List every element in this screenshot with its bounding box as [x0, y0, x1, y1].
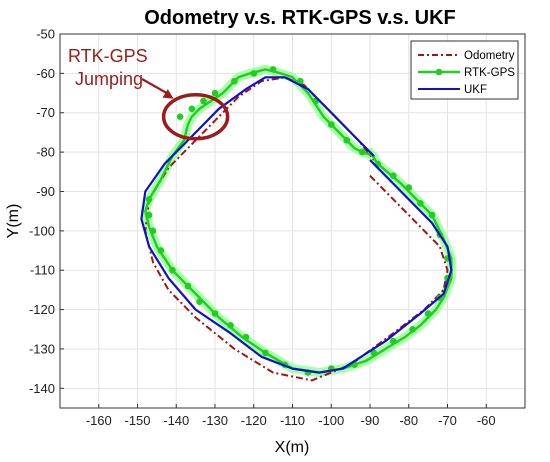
- rtk-gps-point-5: [328, 121, 335, 128]
- y-tick-labels: -50 -60 -70 -80 -90 -100 -110 -120 -130 -140: [29, 27, 55, 396]
- rtk-gps-point-9: [390, 172, 397, 179]
- x-tick-label-10: -60: [477, 413, 496, 428]
- y-tick-label-7: -120: [29, 302, 55, 317]
- y-tick-label-9: -140: [29, 381, 55, 396]
- legend-rtk-label: RTK-GPS: [464, 67, 515, 79]
- annotation-line-2: Jumping: [75, 69, 143, 89]
- x-axis-label: X(m): [275, 439, 310, 456]
- series-layer: [140, 64, 456, 382]
- rtk-gps-point-38: [200, 97, 207, 105]
- annotation: RTK-GPS Jumping: [68, 46, 230, 141]
- y-tick-label-8: -130: [29, 341, 55, 356]
- rtk-gps-point-3: [297, 77, 304, 85]
- x-tick-label-7: -90: [361, 413, 380, 428]
- rtk-gps-point-25: [262, 349, 269, 357]
- rtk-gps-point-28: [211, 310, 219, 317]
- rtk-gps-point-37: [188, 105, 196, 113]
- y-tick-label-4: -90: [36, 184, 55, 199]
- plot-frame: [59, 33, 526, 409]
- rtk-gps-point-34: [145, 211, 153, 219]
- rtk-gps-point-27: [227, 322, 234, 329]
- rtk-gps-point-26: [242, 333, 250, 341]
- rtk-gps-point-6: [343, 137, 351, 144]
- legend-odometry-label: Odometry: [464, 50, 515, 62]
- x-tick-label-1: -150: [124, 413, 150, 428]
- chart-title: Odometry v.s. RTK-GPS v.s. UKF: [144, 7, 456, 29]
- legend-ukf-label: UKF: [464, 84, 487, 96]
- rtk-gps-point-2: [269, 66, 277, 73]
- rtk-gps-point-12: [428, 211, 436, 219]
- rtk-gps-point-11: [417, 200, 424, 207]
- rtk-gps-point-10: [405, 184, 413, 191]
- x-tick-label-0: -160: [86, 413, 112, 428]
- rtk-gps-point-31: [169, 266, 176, 274]
- rtk-gps-point-36: [176, 113, 184, 120]
- y-tick-label-6: -110: [30, 263, 55, 278]
- series-odometry-line: [144, 76, 449, 382]
- rtk-gps-point-1: [250, 70, 258, 77]
- x-tick-label-4: -120: [241, 413, 267, 428]
- rtk-gps-point-29: [196, 298, 203, 306]
- y-tick-label-5: -100: [29, 223, 55, 238]
- series-ukf-line: [140, 76, 453, 374]
- x-tick-labels: -160 -150 -140 -130 -120 -110 -100 -90 -80 -70 -60: [86, 413, 496, 428]
- x-tick-label-3: -130: [202, 413, 228, 428]
- annotation-line-1: RTK-GPS: [68, 46, 148, 66]
- annotation-arrow: [141, 78, 171, 96]
- rtk-gps-point-7: [359, 148, 366, 156]
- x-tick-label-5: -110: [280, 413, 305, 428]
- y-axis-label: Y(m): [5, 204, 22, 239]
- rtk-gps-point-30: [184, 282, 192, 290]
- rtk-gps-point-20: [370, 349, 378, 357]
- y-tick-label-0: -50: [36, 27, 55, 42]
- rtk-gps-point-19: [390, 337, 397, 345]
- rtk-gps-point-17: [424, 310, 432, 317]
- y-tick-label-2: -70: [36, 105, 55, 120]
- rtk-gps-point-39: [211, 89, 219, 97]
- rtk-gps-point-32: [157, 247, 165, 254]
- rtk-gps-point-0: [231, 77, 238, 85]
- annotation-ellipse: [161, 92, 230, 141]
- x-tick-label-6: -100: [318, 413, 344, 428]
- legend-rtk-marker: [435, 68, 443, 76]
- rtk-gps-point-35: [145, 196, 153, 203]
- x-tick-label-9: -70: [438, 413, 457, 428]
- rtk-gps-point-18: [409, 326, 416, 333]
- y-tick-label-1: -60: [36, 66, 55, 81]
- x-tick-label-8: -80: [399, 413, 418, 428]
- legend: Odometry RTK-GPS UKF: [410, 40, 519, 100]
- annotation-arrowhead: [162, 89, 174, 99]
- rtk-gps-point-33: [149, 227, 157, 235]
- series-rtk-gps-line: [144, 68, 453, 374]
- y-tick-label-3: -80: [36, 145, 55, 160]
- x-tick-label-2: -140: [163, 413, 189, 428]
